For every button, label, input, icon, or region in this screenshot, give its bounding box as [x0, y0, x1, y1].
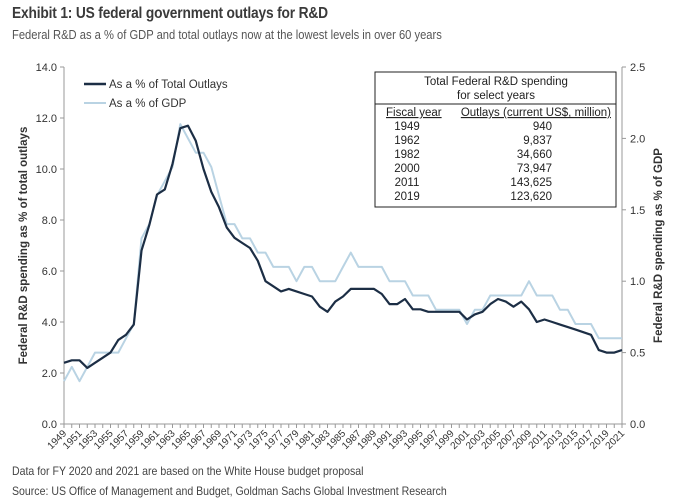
chart-title: Exhibit 1: US federal government outlays…: [12, 5, 328, 22]
inset-table-year: 1949: [394, 121, 420, 133]
inset-table-outlay: 73,947: [517, 163, 552, 175]
y-tick-label-left: 10.0: [36, 164, 57, 176]
inset-table-outlay: 143,625: [510, 177, 552, 189]
y-tick-label-right: 2.0: [630, 133, 645, 145]
y-tick-label-right: 2.5: [630, 62, 645, 74]
y-tick-label-right: 1.5: [630, 205, 645, 217]
legend-label-outlays: As a % of Total Outlays: [109, 79, 228, 91]
x-tick-label: 2021: [604, 428, 628, 452]
inset-table-header-outlays: Outlays (current US$, million): [461, 107, 611, 119]
inset-table-header-year: Fiscal year: [386, 107, 442, 119]
inset-table-year: 1982: [394, 149, 420, 161]
y-axis-label-right: Federal R&D spending as % of GDP: [653, 148, 665, 343]
series-lines: [63, 123, 623, 383]
legend-label-gdp: As a % of GDP: [109, 98, 187, 110]
inset-table: Total Federal R&D spending for select ye…: [374, 71, 617, 208]
inset-table-outlay: 123,620: [510, 191, 552, 203]
y-tick-label-left: 4.0: [42, 317, 57, 329]
y-tick-label-left: 2.0: [42, 368, 57, 380]
inset-table-title-2: for select years: [457, 90, 535, 102]
y-tick-label-right: 1.0: [630, 276, 645, 288]
chart-subtitle: Federal R&D as a % of GDP and total outl…: [12, 27, 442, 42]
inset-table-year: 2011: [395, 177, 420, 189]
y-tick-label-left: 6.0: [42, 266, 57, 278]
inset-table-outlay: 34,660: [517, 149, 552, 161]
inset-table-year: 2019: [394, 191, 420, 203]
y-axis-label-left: Federal R&D spending as % of total outla…: [18, 127, 30, 365]
y-tick-label-left: 0.0: [42, 419, 57, 431]
inset-table-outlay: 9,837: [523, 135, 552, 147]
legend: As a % of Total Outlays As a % of GDP: [84, 79, 228, 110]
y-tick-label-left: 14.0: [36, 62, 57, 74]
inset-table-year: 2000: [394, 163, 420, 175]
inset-table-title-1: Total Federal R&D spending: [424, 76, 568, 88]
y-tick-label-right: 0.5: [630, 348, 645, 360]
y-tick-label-left: 12.0: [36, 113, 57, 125]
y-tick-label-right: 0.0: [630, 419, 645, 431]
source-note: Source: US Office of Management and Budg…: [12, 484, 447, 498]
inset-table-outlay: 940: [533, 121, 552, 133]
footnote: Data for FY 2020 and 2021 are based on t…: [12, 464, 364, 478]
y-tick-label-left: 8.0: [42, 215, 57, 227]
inset-table-year: 1962: [394, 135, 420, 147]
inset-table-border: [374, 71, 617, 208]
